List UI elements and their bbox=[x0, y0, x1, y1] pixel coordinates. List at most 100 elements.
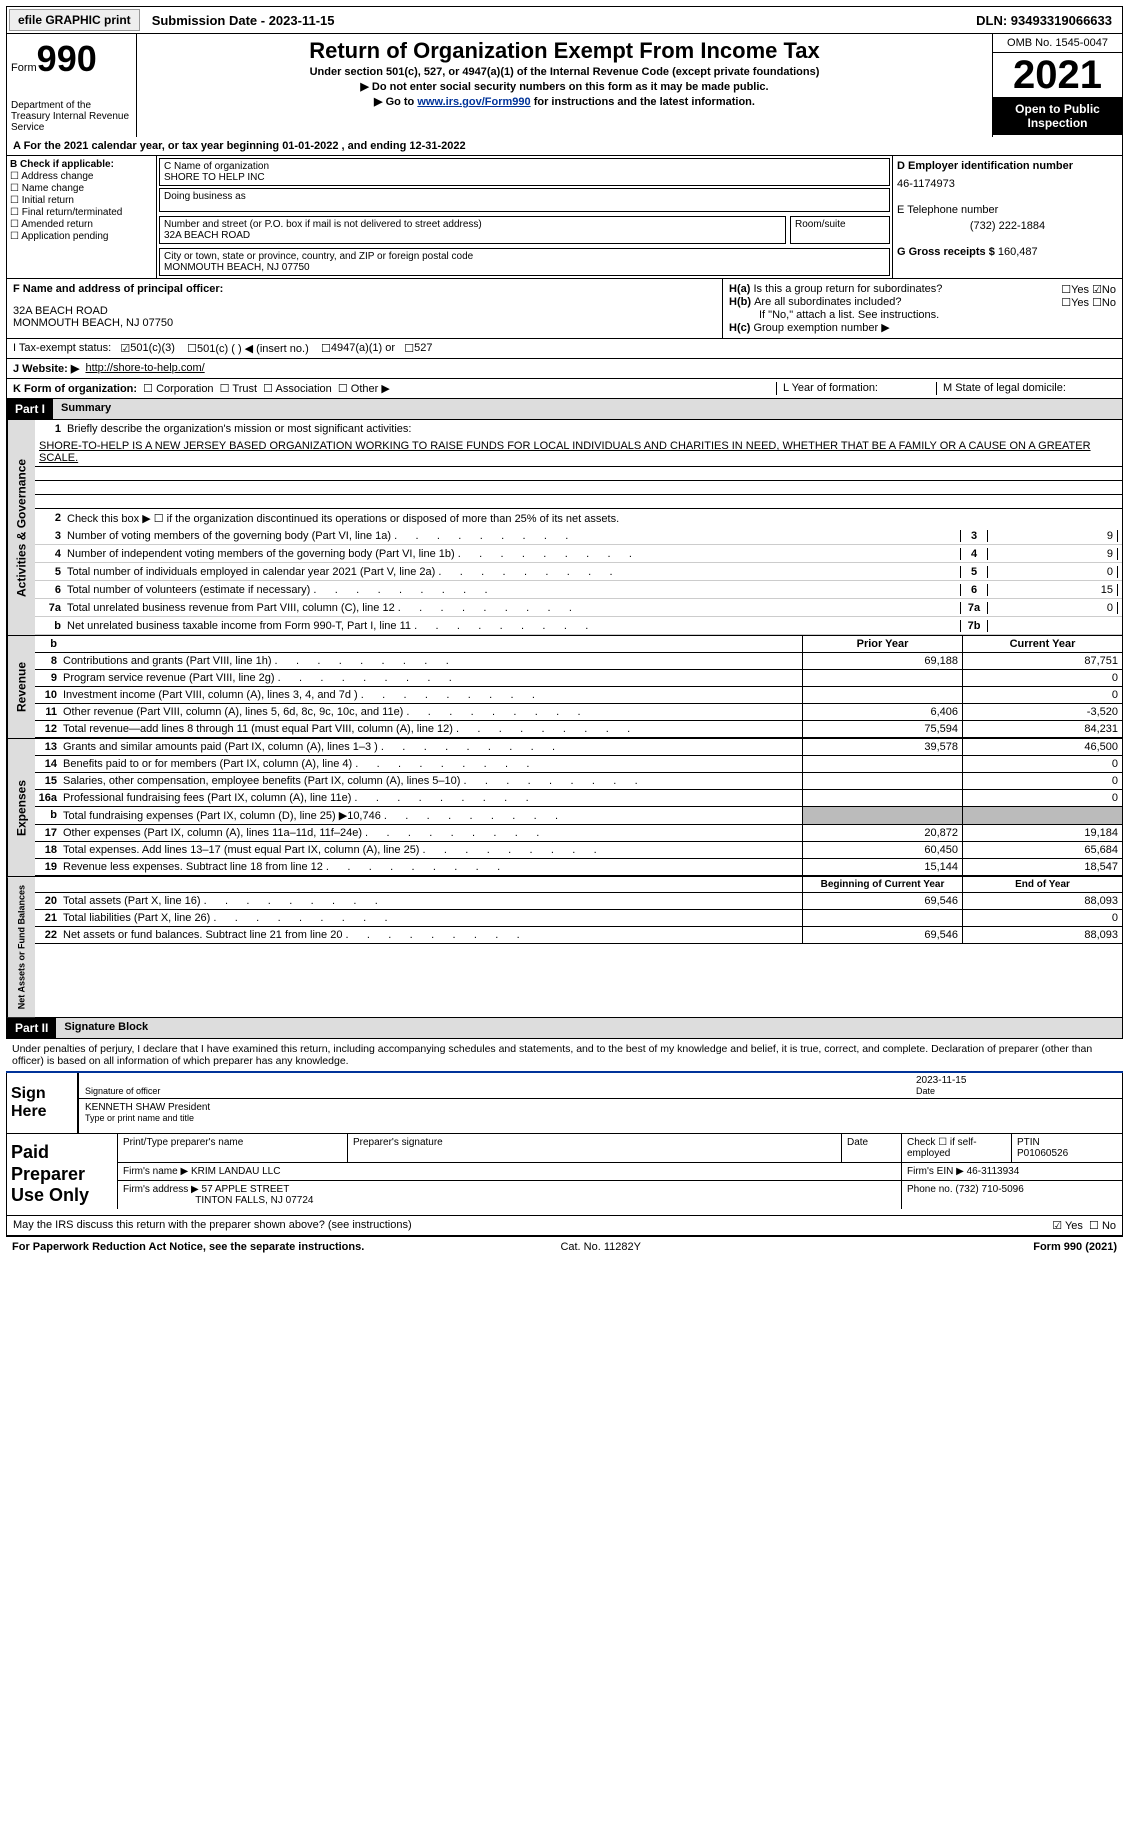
room-suite: Room/suite bbox=[790, 216, 890, 244]
may-irs-discuss: May the IRS discuss this return with the… bbox=[13, 1219, 1052, 1232]
form-number: 990 bbox=[37, 38, 97, 79]
line-12-text: Total revenue—add lines 8 through 11 (mu… bbox=[63, 721, 802, 737]
line-8-text: Contributions and grants (Part VIII, lin… bbox=[63, 653, 802, 669]
line-21-prior bbox=[802, 910, 962, 926]
line-15-current: 0 bbox=[962, 773, 1122, 789]
line-5-value: 0 bbox=[988, 566, 1118, 578]
line-15-text: Salaries, other compensation, employee b… bbox=[63, 773, 802, 789]
check-address-change[interactable]: ☐ Address change bbox=[10, 171, 153, 182]
line-20-prior: 69,546 bbox=[802, 893, 962, 909]
line-14-text: Benefits paid to or for members (Part IX… bbox=[63, 756, 802, 772]
ein-value: 46-1174973 bbox=[897, 178, 1118, 190]
firm-name: KRIM LANDAU LLC bbox=[191, 1166, 280, 1177]
discuss-yes[interactable]: ☑ Yes bbox=[1052, 1219, 1083, 1232]
footer-left: For Paperwork Reduction Act Notice, see … bbox=[12, 1241, 364, 1253]
website-value[interactable]: http://shore-to-help.com/ bbox=[85, 362, 204, 375]
website-label: J Website: ▶ bbox=[13, 362, 79, 375]
part1-header: Part I bbox=[7, 399, 53, 419]
line-21-current: 0 bbox=[962, 910, 1122, 926]
tax-exempt-label: I Tax-exempt status: bbox=[13, 342, 111, 355]
city-state-zip: MONMOUTH BEACH, NJ 07750 bbox=[164, 262, 885, 273]
line-8-current: 87,751 bbox=[962, 653, 1122, 669]
line-11-prior: 6,406 bbox=[802, 704, 962, 720]
line-7a-value: 0 bbox=[988, 602, 1118, 614]
check-app-pending[interactable]: ☐ Application pending bbox=[10, 231, 153, 242]
line-12-prior: 75,594 bbox=[802, 721, 962, 737]
line-9-current: 0 bbox=[962, 670, 1122, 686]
org-name-box: C Name of organization SHORE TO HELP INC bbox=[159, 158, 890, 186]
ein-label: D Employer identification number bbox=[897, 160, 1118, 172]
line-17-prior: 20,872 bbox=[802, 825, 962, 841]
footer-right: Form 990 (2021) bbox=[1033, 1241, 1117, 1253]
line-18-prior: 60,450 bbox=[802, 842, 962, 858]
discuss-no[interactable]: ☐ No bbox=[1089, 1219, 1116, 1232]
line-18-text: Total expenses. Add lines 13–17 (must eq… bbox=[63, 842, 802, 858]
line-3-text: Number of voting members of the governin… bbox=[67, 530, 960, 542]
line-11-text: Other revenue (Part VIII, column (A), li… bbox=[63, 704, 802, 720]
line-16a-prior bbox=[802, 790, 962, 806]
line-10-text: Investment income (Part VIII, column (A)… bbox=[63, 687, 802, 703]
line-3-value: 9 bbox=[988, 530, 1118, 542]
open-inspection: Open to Public Inspection bbox=[993, 97, 1122, 135]
line-16a-text: Professional fundraising fees (Part IX, … bbox=[63, 790, 802, 806]
form-subtitle: Under section 501(c), 527, or 4947(a)(1)… bbox=[145, 66, 984, 78]
gross-receipts: G Gross receipts $ 160,487 bbox=[897, 246, 1118, 258]
line-13-prior: 39,578 bbox=[802, 739, 962, 755]
line-11-current: -3,520 bbox=[962, 704, 1122, 720]
line-b-prior bbox=[802, 807, 962, 824]
address-box: Number and street (or P.O. box if mail i… bbox=[159, 216, 786, 244]
line-16a-current: 0 bbox=[962, 790, 1122, 806]
street-address: 32A BEACH ROAD bbox=[164, 230, 781, 241]
line-b-current bbox=[962, 807, 1122, 824]
line-13-text: Grants and similar amounts paid (Part IX… bbox=[63, 739, 802, 755]
line-a-calendar-year: A For the 2021 calendar year, or tax yea… bbox=[6, 137, 1123, 156]
line-20-text: Total assets (Part X, line 16) bbox=[63, 893, 802, 909]
tax-year: 2021 bbox=[993, 53, 1122, 97]
line-14-current: 0 bbox=[962, 756, 1122, 772]
state-domicile: M State of legal domicile: bbox=[936, 382, 1116, 395]
line-22-prior: 69,546 bbox=[802, 927, 962, 943]
line-18-current: 65,684 bbox=[962, 842, 1122, 858]
line-10-current: 0 bbox=[962, 687, 1122, 703]
line-15-prior bbox=[802, 773, 962, 789]
form-org-label: K Form of organization: bbox=[13, 383, 137, 395]
year-formation: L Year of formation: bbox=[776, 382, 936, 395]
line-9-text: Program service revenue (Part VIII, line… bbox=[63, 670, 802, 686]
firm-ein: 46-3113934 bbox=[967, 1166, 1020, 1177]
line-19-prior: 15,144 bbox=[802, 859, 962, 875]
line-17-current: 19,184 bbox=[962, 825, 1122, 841]
check-amended[interactable]: ☐ Amended return bbox=[10, 219, 153, 230]
omb-number: OMB No. 1545-0047 bbox=[993, 34, 1122, 53]
dba-box: Doing business as bbox=[159, 188, 890, 212]
paid-preparer-label: Paid Preparer Use Only bbox=[7, 1134, 117, 1215]
form-header: Form990 Department of the Treasury Inter… bbox=[6, 34, 1123, 137]
form-note2: ▶ Go to www.irs.gov/Form990 for instruct… bbox=[145, 95, 984, 108]
footer-center: Cat. No. 11282Y bbox=[560, 1241, 641, 1253]
form-title: Return of Organization Exempt From Incom… bbox=[145, 38, 984, 64]
h-c-text: Group exemption number ▶ bbox=[753, 322, 889, 334]
line-b-text: Net unrelated business taxable income fr… bbox=[67, 620, 960, 632]
line-13-current: 46,500 bbox=[962, 739, 1122, 755]
line-22-current: 88,093 bbox=[962, 927, 1122, 943]
efile-button[interactable]: efile GRAPHIC print bbox=[9, 9, 140, 31]
irs-link[interactable]: www.irs.gov/Form990 bbox=[417, 96, 530, 108]
dept-treasury: Department of the Treasury Internal Reve… bbox=[11, 100, 132, 133]
check-name-change[interactable]: ☐ Name change bbox=[10, 183, 153, 194]
part1-title: Summary bbox=[53, 399, 1122, 419]
check-initial-return[interactable]: ☐ Initial return bbox=[10, 195, 153, 206]
line-19-text: Revenue less expenses. Subtract line 18 … bbox=[63, 859, 802, 875]
line-8-prior: 69,188 bbox=[802, 653, 962, 669]
sidebar-expenses: Expenses bbox=[7, 739, 35, 876]
line-20-current: 88,093 bbox=[962, 893, 1122, 909]
dln: DLN: 93493319066633 bbox=[966, 9, 1122, 32]
check-final-return[interactable]: ☐ Final return/terminated bbox=[10, 207, 153, 218]
col-current-year: Current Year bbox=[962, 636, 1122, 652]
mission-text: SHORE-TO-HELP IS A NEW JERSEY BASED ORGA… bbox=[35, 438, 1122, 467]
phone-label: E Telephone number bbox=[897, 204, 1118, 216]
line-4-text: Number of independent voting members of … bbox=[67, 548, 960, 560]
line-10-prior bbox=[802, 687, 962, 703]
sidebar-revenue: Revenue bbox=[7, 636, 35, 738]
line-6-text: Total number of volunteers (estimate if … bbox=[67, 584, 960, 596]
sidebar-net-assets: Net Assets or Fund Balances bbox=[7, 877, 35, 1017]
h-b-note: If "No," attach a list. See instructions… bbox=[729, 309, 1116, 321]
